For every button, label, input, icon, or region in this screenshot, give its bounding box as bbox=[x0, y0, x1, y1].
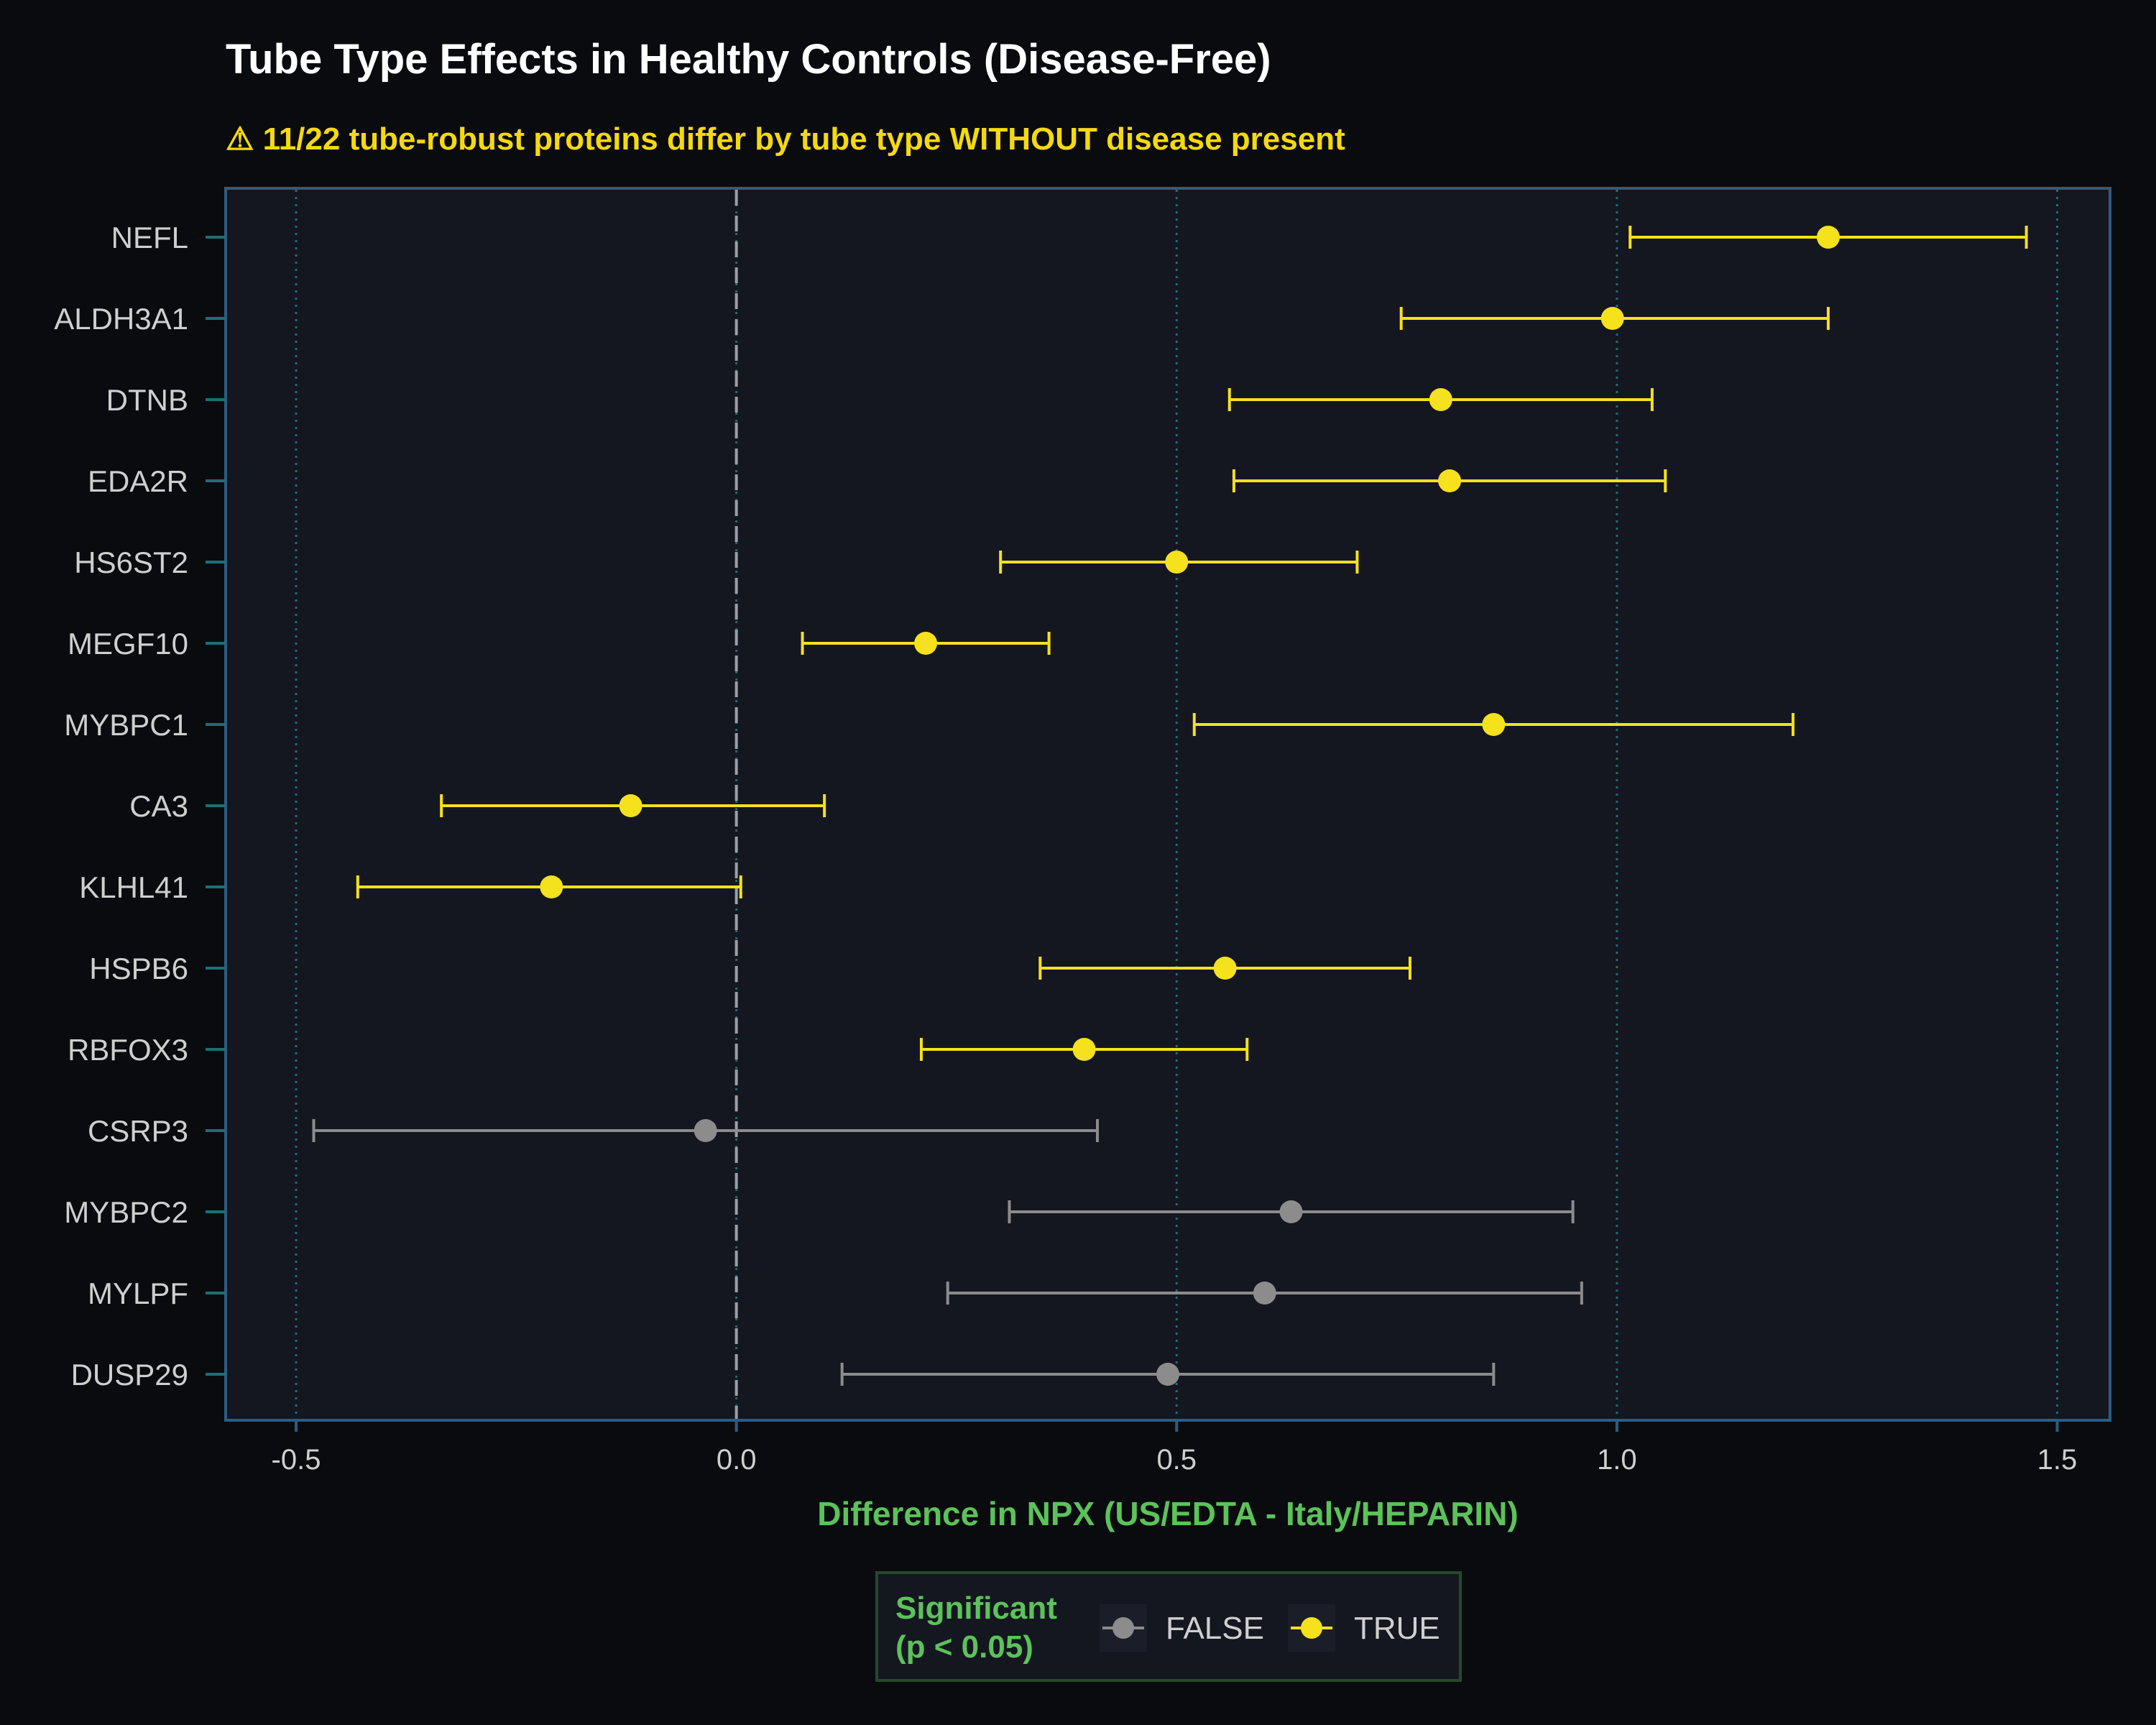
point-estimate-6 bbox=[1482, 713, 1506, 736]
legend-title-line2: (p < 0.05) bbox=[895, 1629, 1033, 1665]
y-tick-label-3: EDA2R bbox=[88, 464, 188, 498]
point-estimate-12 bbox=[1279, 1200, 1303, 1223]
y-tick-label-4: HS6ST2 bbox=[74, 546, 188, 579]
x-tick-label-0: -0.5 bbox=[272, 1444, 321, 1476]
y-tick-label-6: MYBPC1 bbox=[64, 708, 188, 742]
y-tick-label-14: DUSP29 bbox=[71, 1358, 188, 1392]
point-estimate-14 bbox=[1156, 1363, 1179, 1386]
point-estimate-2 bbox=[1429, 388, 1452, 411]
chart-subtitle: ⚠ 11/22 tube-robust proteins differ by t… bbox=[226, 121, 1345, 157]
point-estimate-7 bbox=[619, 794, 642, 817]
legend-key-false-point bbox=[1112, 1617, 1134, 1639]
legend-label-false: FALSE bbox=[1166, 1611, 1264, 1646]
x-tick-label-2: 0.5 bbox=[1156, 1444, 1197, 1476]
y-tick-label-13: MYLPF bbox=[88, 1276, 188, 1310]
y-tick-label-5: MEGF10 bbox=[68, 627, 188, 661]
x-tick-label-4: 1.5 bbox=[2037, 1444, 2078, 1476]
point-estimate-1 bbox=[1600, 307, 1624, 330]
y-tick-label-10: RBFOX3 bbox=[68, 1033, 188, 1067]
chart-title: Tube Type Effects in Healthy Controls (D… bbox=[226, 36, 1271, 83]
point-estimate-11 bbox=[694, 1119, 717, 1142]
point-estimate-13 bbox=[1253, 1282, 1276, 1305]
y-tick-label-9: HSPB6 bbox=[89, 952, 188, 985]
point-estimate-4 bbox=[1165, 551, 1189, 574]
y-tick-label-1: ALDH3A1 bbox=[54, 302, 188, 336]
y-tick-label-8: KLHL41 bbox=[79, 870, 188, 904]
y-tick-label-12: MYBPC2 bbox=[64, 1195, 188, 1229]
x-tick-label-3: 1.0 bbox=[1597, 1444, 1637, 1476]
legend-key-true-point bbox=[1301, 1617, 1322, 1639]
point-estimate-3 bbox=[1438, 469, 1462, 492]
data-marks bbox=[312, 226, 2028, 1386]
point-estimate-0 bbox=[1816, 226, 1840, 249]
x-tick-label-1: 0.0 bbox=[717, 1444, 757, 1476]
y-tick-label-11: CSRP3 bbox=[88, 1114, 188, 1148]
legend-label-true: TRUE bbox=[1354, 1611, 1440, 1646]
x-axis: -0.5 0.0 0.5 1.0 1.5 bbox=[272, 1420, 2078, 1476]
legend-title-line1: Significant bbox=[895, 1591, 1057, 1626]
y-tick-label-7: CA3 bbox=[129, 789, 188, 823]
legend-box bbox=[875, 1571, 1462, 1682]
point-estimate-5 bbox=[914, 632, 938, 655]
point-estimate-10 bbox=[1072, 1038, 1096, 1061]
point-estimate-9 bbox=[1213, 957, 1237, 980]
y-tick-label-0: NEFL bbox=[111, 221, 188, 254]
y-axis: NEFL ALDH3A1 DTNB EDA2R HS6ST2 MEGF10 MYBPC1 CA… bbox=[54, 221, 226, 1392]
legend: Significant (p < 0.05) FALSE TRUE bbox=[875, 1571, 1462, 1682]
x-axis-label: Difference in NPX (US/EDTA - Italy/HEPAR… bbox=[817, 1495, 1519, 1532]
point-estimate-8 bbox=[540, 875, 563, 898]
y-tick-label-2: DTNB bbox=[106, 383, 188, 417]
